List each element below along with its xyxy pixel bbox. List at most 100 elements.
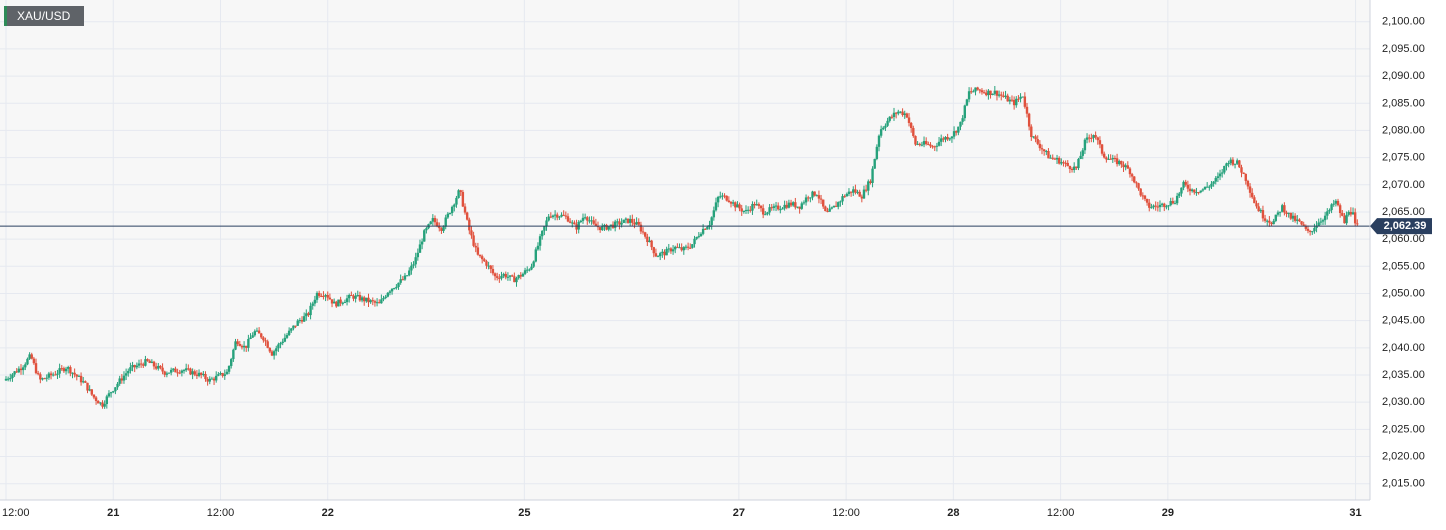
candle-body	[382, 298, 385, 300]
candle-body	[755, 204, 758, 206]
candle-body	[217, 374, 220, 376]
candle-body	[378, 302, 381, 304]
candle-body	[1343, 215, 1346, 224]
candle-body	[1227, 163, 1230, 165]
candle-body	[45, 377, 48, 379]
candle-body	[1308, 230, 1312, 232]
candle-body	[714, 202, 718, 211]
candle-body	[879, 129, 883, 136]
candle-body	[847, 191, 851, 194]
candle-body	[1201, 189, 1205, 191]
candle-body	[1184, 181, 1187, 185]
candle-body	[367, 297, 370, 303]
candle-body	[532, 261, 535, 267]
candle-body	[425, 228, 428, 231]
candle-body	[395, 286, 398, 289]
candle-body	[343, 302, 347, 304]
candle-body	[193, 371, 196, 375]
candle-body	[1233, 163, 1237, 165]
candle-body	[1040, 148, 1044, 150]
candle-body	[184, 368, 188, 371]
candle-body	[165, 373, 169, 375]
candle-body	[247, 338, 250, 348]
candle-body	[1321, 220, 1325, 222]
candle-body	[330, 299, 334, 304]
candle-body	[1291, 215, 1295, 219]
candle-body	[26, 358, 29, 365]
candle-body	[1281, 205, 1284, 212]
candle-body	[1317, 222, 1320, 226]
candle-body	[500, 275, 503, 279]
candle-body	[1338, 205, 1342, 214]
candle-body	[912, 127, 915, 136]
candle-body	[1167, 205, 1170, 207]
candle-body	[1302, 224, 1305, 226]
candle-body	[1251, 192, 1254, 198]
candle-body	[867, 181, 870, 191]
candle-body	[302, 316, 306, 322]
candle-body	[77, 375, 81, 377]
candle-body	[1148, 202, 1151, 208]
candle-body	[961, 118, 964, 122]
candle-body	[661, 251, 664, 254]
candle-body	[916, 143, 919, 145]
candle-body	[706, 226, 709, 230]
x-tick-label: 29	[1162, 507, 1174, 519]
candle-body	[1090, 137, 1093, 139]
candle-body	[669, 248, 673, 252]
candle-body	[84, 381, 87, 383]
candle-body	[886, 120, 889, 126]
candle-body	[180, 370, 184, 373]
candle-body	[476, 247, 480, 255]
symbol-badge[interactable]: XAU/USD	[4, 6, 84, 26]
candle-body	[169, 369, 173, 373]
candle-body	[410, 265, 413, 271]
candle-body	[693, 238, 696, 245]
candle-body	[356, 295, 359, 297]
candle-body	[230, 359, 233, 366]
candle-body	[161, 367, 164, 372]
y-tick-label: 2,025.00	[1382, 423, 1425, 435]
candle-body	[56, 373, 59, 375]
candle-body	[480, 256, 484, 260]
candle-body	[433, 218, 437, 223]
candle-body	[109, 392, 113, 394]
candle-body	[894, 112, 898, 114]
candle-body	[322, 295, 325, 297]
candle-body	[845, 193, 849, 197]
candle-body	[734, 202, 737, 208]
candle-body	[223, 374, 226, 376]
candle-body	[1175, 195, 1179, 204]
candle-body	[877, 135, 881, 147]
candle-body	[414, 257, 417, 265]
y-tick-label: 2,065.00	[1382, 206, 1425, 218]
candle-body	[277, 344, 280, 349]
candle-body	[1293, 215, 1297, 221]
candle-body	[1107, 158, 1110, 160]
candle-body	[296, 320, 299, 326]
candle-body	[837, 202, 840, 207]
candle-body	[579, 220, 583, 222]
candle-body	[712, 210, 716, 218]
candle-body	[82, 381, 85, 383]
x-tick-label: 12:00	[1047, 507, 1075, 519]
candle-body	[1064, 162, 1067, 164]
candles	[4, 85, 1359, 409]
candle-body	[536, 245, 540, 250]
candle-body	[1165, 206, 1168, 208]
candle-body	[1298, 219, 1301, 222]
candle-body	[94, 397, 98, 401]
candle-body	[335, 301, 338, 307]
candle-body	[985, 92, 988, 96]
candle-body	[390, 288, 394, 292]
candle-body	[982, 92, 986, 94]
candle-body	[446, 213, 450, 218]
candle-body	[478, 254, 482, 257]
candle-body	[656, 256, 660, 258]
candle-body	[804, 197, 808, 203]
candle-body	[882, 127, 885, 130]
candle-body	[1225, 163, 1228, 166]
candle-body	[704, 228, 707, 230]
